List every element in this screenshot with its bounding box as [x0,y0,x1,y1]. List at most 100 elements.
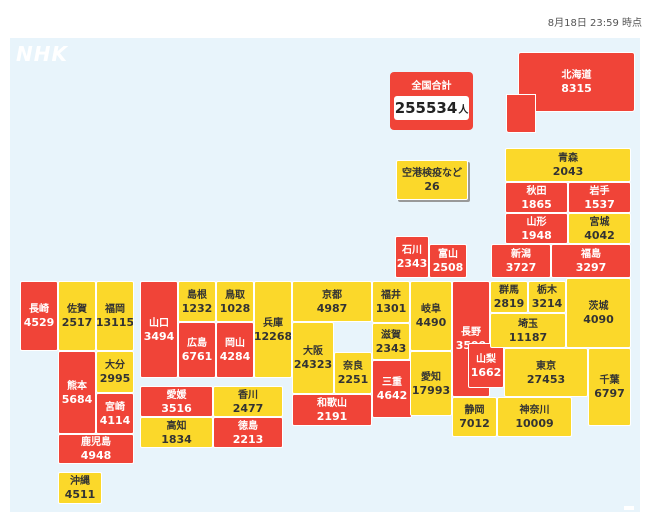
pref-oita[interactable]: 大分 2995 [96,351,134,393]
pref-shiga-count: 2343 [375,341,407,355]
pref-akita[interactable]: 秋田 1865 [505,182,568,213]
pref-fukushima-name: 福島 [581,249,601,260]
pref-kyoto-name: 京都 [322,289,342,301]
pref-nara[interactable]: 奈良 2251 [334,352,372,394]
pref-hokkaido-name: 北海道 [561,70,592,81]
pref-tokyo-count: 27453 [526,372,566,386]
pref-tottori-name: 鳥取 [225,289,245,301]
pref-iwate-count: 1537 [584,197,615,211]
pref-saga-count: 2517 [61,316,93,329]
pref-fukuoka[interactable]: 福岡 13115 [96,281,134,351]
pref-gifu[interactable]: 岐阜 4490 [410,281,452,351]
pref-hyogo[interactable]: 兵庫 12268 [254,281,292,378]
pref-tochigi-count: 3214 [531,297,563,310]
pref-yamagata[interactable]: 山形 1948 [505,213,568,244]
national-total-label: 全国合計 [411,81,452,92]
pref-miyagi[interactable]: 宮城 4042 [568,213,631,244]
pref-nara-count: 2251 [337,373,369,386]
pref-yamanashi[interactable]: 山梨 1662 [468,343,504,388]
pref-hokkaido-count: 8315 [561,82,592,95]
pref-hiroshima[interactable]: 広島 6761 [178,322,216,378]
pref-gunma-count: 2819 [493,297,525,310]
pref-yamanashi-count: 1662 [470,365,502,379]
pref-kumamoto-count: 5684 [61,392,93,406]
pref-saitama[interactable]: 埼玉 11187 [490,313,566,348]
corner-mark [624,506,634,510]
pref-mie[interactable]: 三重 4642 [372,360,412,418]
pref-ibaraki-name: 茨城 [588,301,609,312]
pref-tokushima-name: 徳島 [238,420,258,432]
pref-ishikawa[interactable]: 石川 2343 [395,236,429,278]
pref-fukushima[interactable]: 福島 3297 [551,244,631,278]
pref-miyazaki[interactable]: 宮崎 4114 [96,393,134,434]
pref-shimane-count: 1232 [181,301,213,315]
pref-kagawa-count: 2477 [232,401,264,415]
pref-niigata-count: 3727 [505,261,537,274]
pref-kyoto[interactable]: 京都 4987 [292,281,372,322]
pref-hokkaido[interactable]: 北海道 8315 [518,52,635,112]
pref-ishikawa-count: 2343 [396,257,428,270]
pref-tottori[interactable]: 鳥取 1028 [216,281,254,322]
pref-osaka[interactable]: 大阪 24323 [292,322,334,394]
pref-akita-name: 秋田 [526,185,547,197]
pref-aichi[interactable]: 愛知 17993 [410,351,452,416]
pref-fukui-count: 1301 [375,302,407,315]
pref-ehime[interactable]: 愛媛 3516 [140,386,213,417]
pref-yamagata-count: 1948 [521,228,552,242]
pref-akita-count: 1865 [521,197,552,211]
pref-iwate[interactable]: 岩手 1537 [568,182,631,213]
pref-tokyo[interactable]: 東京 27453 [504,348,588,397]
pref-ibaraki-count: 4090 [583,313,614,326]
pref-saitama-count: 11187 [508,330,548,344]
pref-chiba[interactable]: 千葉 6797 [588,348,631,426]
pref-kagoshima-name: 鹿児島 [81,437,111,448]
pref-fukuoka-count: 13115 [96,316,134,329]
pref-wakayama[interactable]: 和歌山 2191 [292,394,372,426]
pref-okinawa[interactable]: 沖縄 4511 [58,472,102,504]
pref-tottori-count: 1028 [219,301,251,315]
pref-aichi-count: 17993 [411,383,451,397]
pref-miyagi-name: 宮城 [589,216,610,228]
pref-tochigi[interactable]: 栃木 3214 [528,281,566,313]
pref-shimane-name: 島根 [187,289,207,301]
pref-kanagawa-count: 10009 [515,417,554,430]
pref-shiga[interactable]: 滋賀 2343 [372,323,410,360]
pref-niigata[interactable]: 新潟 3727 [491,244,551,278]
pref-ishikawa-name: 石川 [402,245,422,256]
pref-gunma[interactable]: 群馬 2819 [490,281,528,313]
pref-kochi[interactable]: 高知 1834 [140,417,213,448]
pref-shizuoka-name: 静岡 [464,405,485,416]
pref-toyama[interactable]: 富山 2508 [429,244,467,278]
pref-tokushima[interactable]: 徳島 2213 [213,417,283,448]
pref-shimane[interactable]: 島根 1232 [178,281,216,322]
pref-airport[interactable]: 空港検疫など 26 [396,160,468,200]
pref-shizuoka[interactable]: 静岡 7012 [452,397,497,437]
pref-yamanashi-name: 山梨 [476,353,496,365]
pref-fukui[interactable]: 福井 1301 [372,281,410,323]
pref-airport-name: 空港検疫など [402,168,462,179]
pref-nara-name: 奈良 [343,361,363,372]
pref-nagano-name: 長野 [461,327,481,338]
pref-okayama[interactable]: 岡山 4284 [216,322,254,378]
pref-aomori[interactable]: 青森 2043 [505,148,631,182]
pref-chiba-name: 千葉 [599,375,620,386]
pref-ibaraki[interactable]: 茨城 4090 [566,278,631,348]
pref-kochi-count: 1834 [161,432,192,446]
pref-kanagawa[interactable]: 神奈川 10009 [497,397,572,437]
pref-chiba-count: 6797 [594,387,625,400]
pref-kumamoto[interactable]: 熊本 5684 [58,351,96,434]
pref-nagasaki[interactable]: 長崎 4529 [20,281,58,351]
pref-gunma-name: 群馬 [499,285,519,296]
pref-okinawa-name: 沖縄 [70,476,90,487]
pref-mie-name: 三重 [382,377,402,388]
pref-saga[interactable]: 佐賀 2517 [58,281,96,351]
pref-kagawa[interactable]: 香川 2477 [213,386,283,417]
pref-hyogo-name: 兵庫 [263,317,283,329]
pref-nagasaki-name: 長崎 [29,304,49,315]
pref-kagoshima[interactable]: 鹿児島 4948 [58,434,134,464]
pref-miyagi-count: 4042 [584,228,615,242]
pref-tokyo-name: 東京 [536,360,556,372]
pref-yamaguchi[interactable]: 山口 3494 [140,281,178,378]
pref-aichi-name: 愛知 [421,371,441,383]
pref-yamagata-name: 山形 [526,216,547,228]
